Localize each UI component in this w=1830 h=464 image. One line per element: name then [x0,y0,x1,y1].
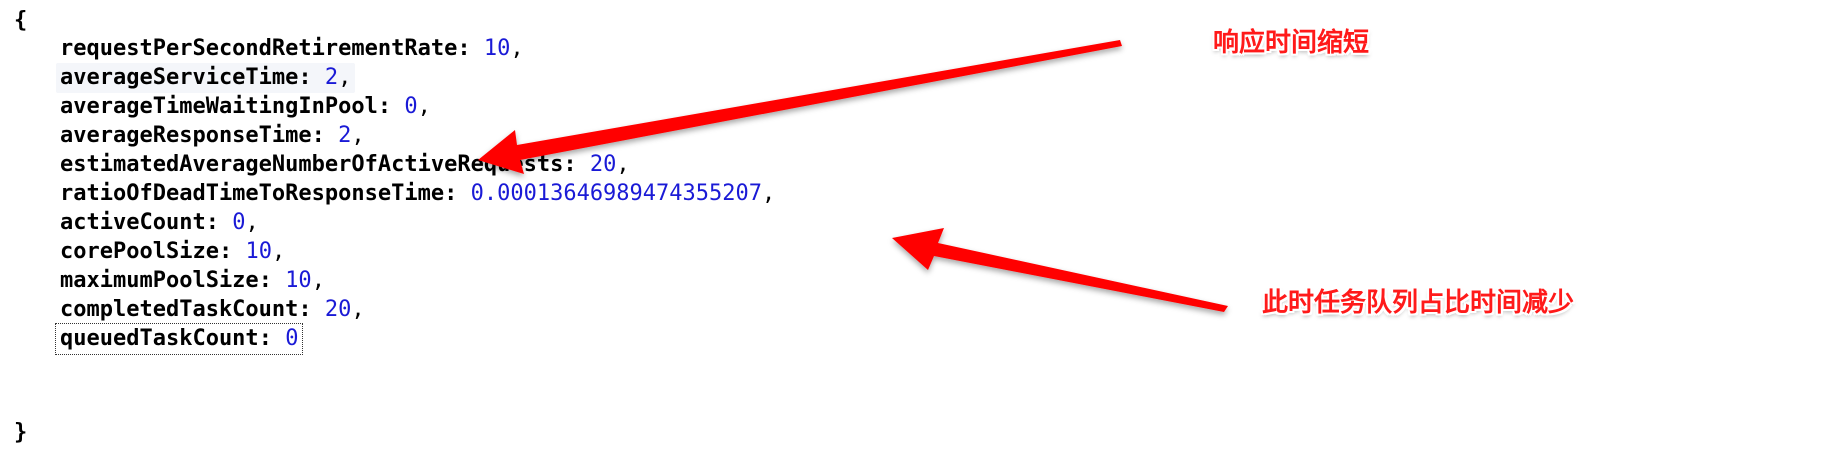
json-key: averageServiceTime [60,65,299,90]
json-close-brace: } [14,420,28,445]
annotation-queue-time: 此时任务队列占比时间减少 [1262,288,1575,318]
json-value: 0 [232,210,246,235]
json-key: estimatedAverageNumberOfActiveRequests [60,152,564,177]
annotation-response-time: 响应时间缩短 [1213,28,1370,58]
json-key: requestPerSecondRetirementRate [60,36,458,61]
json-key: completedTaskCount [60,297,299,322]
json-value: 0 [404,94,418,119]
json-value: 0 [285,326,299,351]
json-key: maximumPoolSize [60,268,259,293]
json-open-brace: { [14,8,28,33]
json-entry-estimatedAverageNumberOfActiveRequests[interactable]: estimatedAverageNumberOfActiveRequests: … [60,152,630,177]
json-key: averageTimeWaitingInPool [60,94,378,119]
json-comma: , [616,152,630,177]
json-entry-averageServiceTime[interactable]: averageServiceTime: 2, [56,63,356,93]
json-key: averageResponseTime [60,123,312,148]
json-comma: , [245,210,259,235]
json-entry-completedTaskCount[interactable]: completedTaskCount: 20, [60,297,365,322]
json-comma: , [311,268,325,293]
json-viewer: { requestPerSecondRetirementRate: 10, av… [14,8,776,445]
json-comma: , [271,239,286,264]
json-key: corePoolSize [60,239,219,264]
json-value: 2 [324,65,339,90]
json-comma: , [351,297,365,322]
json-entry-maximumPoolSize[interactable]: maximumPoolSize: 10, [60,268,325,293]
json-value: 20 [324,297,352,322]
json-entry-queuedTaskCount[interactable]: queuedTaskCount: 0 [54,323,304,355]
json-comma: , [762,181,776,206]
json-comma: , [351,123,365,148]
json-value: 0.00013646989474355207 [470,181,763,206]
json-entry-activeCount[interactable]: activeCount: 0, [60,210,259,235]
json-key: ratioOfDeadTimeToResponseTime [60,181,445,206]
json-value: 2 [338,123,352,148]
json-comma: , [338,65,352,90]
json-entry-requestPerSecondRetirementRate[interactable]: requestPerSecondRetirementRate: 10, [60,36,524,61]
json-entry-averageResponseTime[interactable]: averageResponseTime: 2, [60,123,365,148]
json-entry-ratioOfDeadTimeToResponseTime[interactable]: ratioOfDeadTimeToResponseTime: 0.0001364… [60,181,776,206]
json-value: 20 [589,152,617,177]
json-entry-averageTimeWaitingInPool[interactable]: averageTimeWaitingInPool: 0, [60,94,431,119]
json-entry-corePoolSize[interactable]: corePoolSize: 10, [60,239,286,264]
json-key: activeCount [60,210,206,235]
json-value: 10 [483,36,511,61]
json-value: 10 [285,268,312,293]
json-value: 10 [245,239,272,264]
json-comma: , [417,94,431,119]
json-key: queuedTaskCount [60,326,259,351]
json-comma: , [510,36,524,61]
